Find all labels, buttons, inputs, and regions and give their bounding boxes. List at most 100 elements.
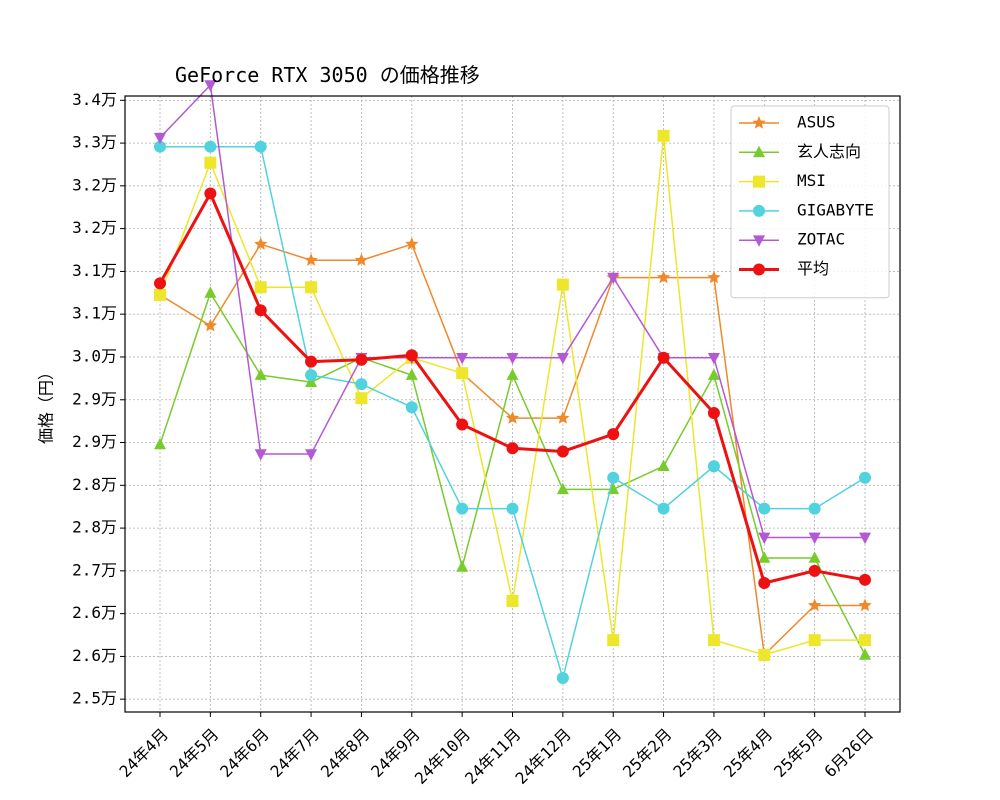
y-tick-label: 2.9万 bbox=[72, 389, 117, 408]
data-point bbox=[707, 368, 720, 380]
legend-item-asus: ASUS bbox=[739, 113, 836, 132]
data-point bbox=[154, 132, 166, 145]
data-point bbox=[204, 156, 217, 169]
data-point bbox=[657, 129, 670, 142]
data-point bbox=[556, 671, 569, 684]
data-point bbox=[607, 272, 620, 285]
legend-item-平均: 平均 bbox=[739, 259, 829, 278]
y-tick-label: 2.7万 bbox=[72, 560, 117, 579]
data-point bbox=[607, 428, 620, 441]
data-point bbox=[858, 598, 872, 612]
data-point bbox=[556, 482, 569, 495]
legend-label: MSI bbox=[797, 171, 826, 190]
legend-label: 玄人志向 bbox=[797, 142, 861, 161]
data-point bbox=[556, 278, 569, 291]
data-point bbox=[607, 634, 620, 647]
data-point bbox=[859, 532, 871, 545]
y-tick-label: 2.9万 bbox=[72, 432, 117, 451]
data-point bbox=[506, 442, 519, 455]
data-point bbox=[456, 560, 469, 572]
y-tick-label: 3.1万 bbox=[72, 261, 117, 280]
data-point bbox=[808, 564, 821, 577]
chart-title: GeForce RTX 3050 の価格推移 bbox=[175, 63, 480, 87]
y-tick-label: 2.5万 bbox=[72, 689, 117, 708]
series-layer bbox=[153, 80, 872, 684]
data-point bbox=[758, 532, 771, 545]
data-point bbox=[657, 502, 670, 515]
data-point bbox=[305, 355, 318, 368]
data-point bbox=[607, 471, 620, 484]
data-point bbox=[254, 281, 267, 294]
data-point bbox=[354, 253, 369, 266]
series-msi bbox=[154, 129, 871, 661]
y-axis: 2.5万 2.6万 2.6万 2.7万 2.8万 2.8万 2.9万 2.9万 3.0万 3.1万… bbox=[72, 90, 125, 708]
data-point bbox=[556, 445, 569, 458]
legend-item-zotac: ZOTAC bbox=[739, 230, 845, 249]
data-point bbox=[154, 437, 166, 450]
data-point bbox=[859, 634, 871, 647]
y-tick-label: 2.8万 bbox=[72, 518, 117, 537]
data-point bbox=[154, 140, 166, 153]
data-point bbox=[305, 375, 318, 387]
data-point bbox=[506, 353, 519, 365]
legend-label: 平均 bbox=[797, 259, 829, 278]
data-point bbox=[456, 418, 469, 431]
legend-marker bbox=[753, 263, 765, 276]
data-point bbox=[506, 502, 519, 515]
data-point bbox=[254, 368, 267, 380]
data-point bbox=[758, 648, 771, 661]
legend-marker bbox=[753, 145, 765, 158]
data-point bbox=[657, 459, 670, 472]
data-point bbox=[808, 532, 821, 545]
y-tick-label: 2.6万 bbox=[72, 603, 117, 622]
legend-marker bbox=[753, 175, 765, 188]
y-axis-label: 価格（円） bbox=[37, 364, 56, 444]
legend-label: GIGABYTE bbox=[797, 200, 874, 219]
legend-item-gigabyte: GIGABYTE bbox=[739, 200, 874, 219]
data-point bbox=[405, 349, 418, 362]
y-tick-label: 3.2万 bbox=[72, 218, 117, 237]
data-point bbox=[254, 140, 267, 153]
data-point bbox=[556, 411, 570, 424]
data-point bbox=[154, 277, 166, 290]
legend-marker bbox=[752, 116, 766, 129]
y-tick-label: 3.4万 bbox=[72, 90, 117, 109]
data-point bbox=[204, 140, 217, 153]
legend-item-玄人志向: 玄人志向 bbox=[739, 142, 861, 161]
data-point bbox=[355, 392, 368, 405]
data-point bbox=[656, 270, 671, 284]
data-point bbox=[456, 502, 469, 515]
data-point bbox=[305, 281, 318, 294]
legend-item-msi: MSI bbox=[739, 171, 826, 190]
data-point bbox=[707, 353, 720, 365]
data-point bbox=[456, 367, 469, 380]
data-point bbox=[707, 634, 720, 647]
data-point bbox=[204, 80, 217, 92]
data-point bbox=[707, 406, 720, 419]
y-tick-label: 3.1万 bbox=[72, 304, 117, 323]
data-point bbox=[506, 368, 519, 380]
legend-marker bbox=[753, 204, 765, 217]
data-point bbox=[305, 449, 318, 461]
data-point bbox=[859, 471, 871, 484]
data-point bbox=[203, 318, 218, 332]
legend-box bbox=[730, 105, 890, 299]
y-tick-label: 3.2万 bbox=[72, 175, 117, 194]
data-point bbox=[405, 401, 418, 414]
data-point bbox=[505, 411, 520, 424]
data-point bbox=[355, 378, 368, 391]
data-point bbox=[254, 304, 267, 317]
data-point bbox=[707, 460, 720, 473]
y-tick-label: 2.8万 bbox=[72, 475, 117, 494]
series-gigabyte bbox=[154, 140, 871, 684]
legend: ASUS 玄人志向 MSI GIGABYTE ZOTAC 平均 bbox=[730, 105, 890, 299]
data-point bbox=[204, 286, 217, 298]
data-point bbox=[758, 577, 771, 590]
data-point bbox=[305, 369, 318, 382]
data-point bbox=[304, 253, 318, 266]
data-point bbox=[254, 449, 267, 461]
data-point bbox=[355, 353, 368, 366]
data-point bbox=[859, 573, 871, 586]
data-point bbox=[707, 270, 721, 284]
